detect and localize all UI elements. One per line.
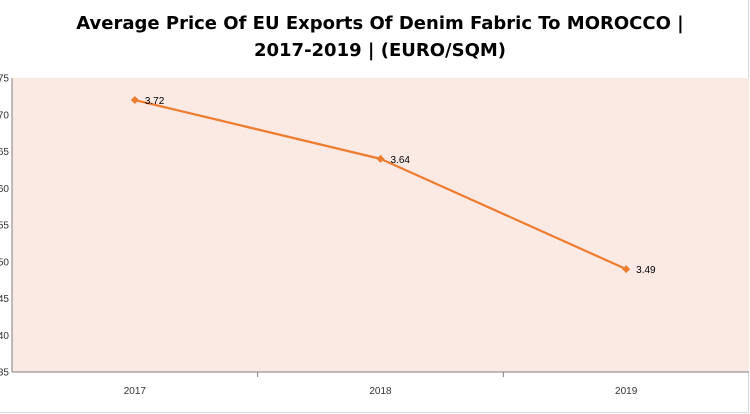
data-labels: 3.72 3.64 3.49 (145, 96, 656, 276)
data-label: 3.49 (636, 265, 656, 276)
x-axis-ticks: 2017 2018 2019 (124, 372, 638, 397)
y-tick-label: 60 (0, 184, 9, 195)
data-label: 3.72 (145, 96, 165, 107)
series-points (130, 96, 631, 274)
data-point-marker (130, 96, 139, 105)
data-point-marker (622, 265, 631, 274)
y-tick-label: 75 (0, 74, 9, 85)
y-tick-label: 35 (0, 368, 9, 379)
x-tick-label: 2017 (124, 386, 147, 397)
x-tick-label: 2018 (369, 386, 392, 397)
y-tick-label: 50 (0, 257, 9, 268)
y-tick-label: 45 (0, 294, 9, 305)
chart-title: Average Price Of EU Exports Of Denim Fab… (76, 13, 684, 61)
data-point-marker (376, 154, 385, 163)
y-tick-label: 65 (0, 147, 9, 158)
y-tick-label: 40 (0, 331, 9, 342)
y-axis-ticks: 75 70 65 60 55 50 45 40 35 (0, 74, 9, 379)
data-label: 3.64 (391, 155, 411, 166)
y-tick-label: 55 (0, 221, 9, 232)
plot-area (12, 78, 749, 372)
y-tick-label: 70 (0, 110, 9, 121)
x-tick-label: 2019 (615, 386, 638, 397)
